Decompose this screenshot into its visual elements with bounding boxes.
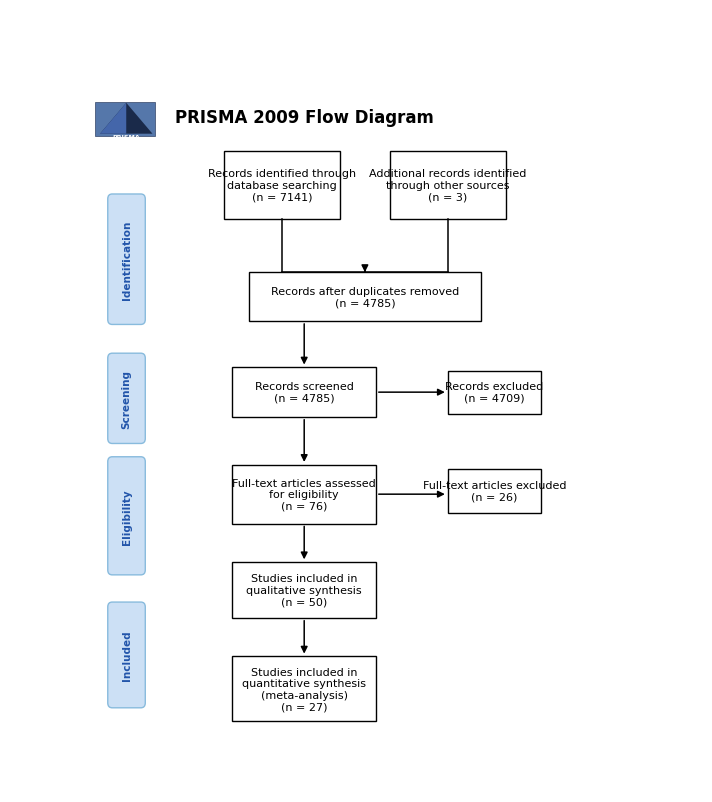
Text: Records excluded
(n = 4709): Records excluded (n = 4709) (446, 382, 544, 403)
FancyBboxPatch shape (108, 354, 145, 444)
Text: Additional records identified
through other sources
(n = 3): Additional records identified through ot… (369, 169, 526, 202)
FancyBboxPatch shape (249, 272, 481, 322)
Text: Studies included in
quantitative synthesis
(meta-analysis)
(n = 27): Studies included in quantitative synthes… (242, 666, 366, 711)
Text: PRISMA 2009 Flow Diagram: PRISMA 2009 Flow Diagram (174, 109, 434, 127)
Text: Records after duplicates removed
(n = 4785): Records after duplicates removed (n = 47… (271, 286, 459, 308)
Text: Screening: Screening (122, 370, 132, 428)
Polygon shape (100, 103, 152, 135)
Text: Records screened
(n = 4785): Records screened (n = 4785) (255, 382, 354, 403)
Text: Eligibility: Eligibility (122, 488, 132, 544)
Polygon shape (100, 103, 126, 135)
Text: Included: Included (122, 630, 132, 680)
FancyBboxPatch shape (232, 562, 376, 618)
FancyBboxPatch shape (448, 470, 542, 513)
FancyBboxPatch shape (108, 195, 145, 325)
FancyBboxPatch shape (232, 368, 376, 417)
Text: Studies included in
qualitative synthesis
(n = 50): Studies included in qualitative synthesi… (246, 573, 362, 607)
FancyBboxPatch shape (389, 152, 506, 220)
FancyBboxPatch shape (448, 371, 542, 415)
Text: Identification: Identification (122, 221, 132, 299)
FancyBboxPatch shape (232, 465, 376, 524)
FancyBboxPatch shape (224, 152, 340, 220)
FancyBboxPatch shape (232, 657, 376, 722)
Text: PRISMA: PRISMA (112, 136, 140, 140)
Text: Records identified through
database searching
(n = 7141): Records identified through database sear… (208, 169, 356, 202)
FancyBboxPatch shape (108, 602, 145, 708)
FancyBboxPatch shape (108, 457, 145, 575)
Text: Full-text articles assessed
for eligibility
(n = 76): Full-text articles assessed for eligibil… (232, 478, 376, 511)
FancyBboxPatch shape (95, 103, 155, 136)
Text: Full-text articles excluded
(n = 26): Full-text articles excluded (n = 26) (423, 480, 566, 502)
